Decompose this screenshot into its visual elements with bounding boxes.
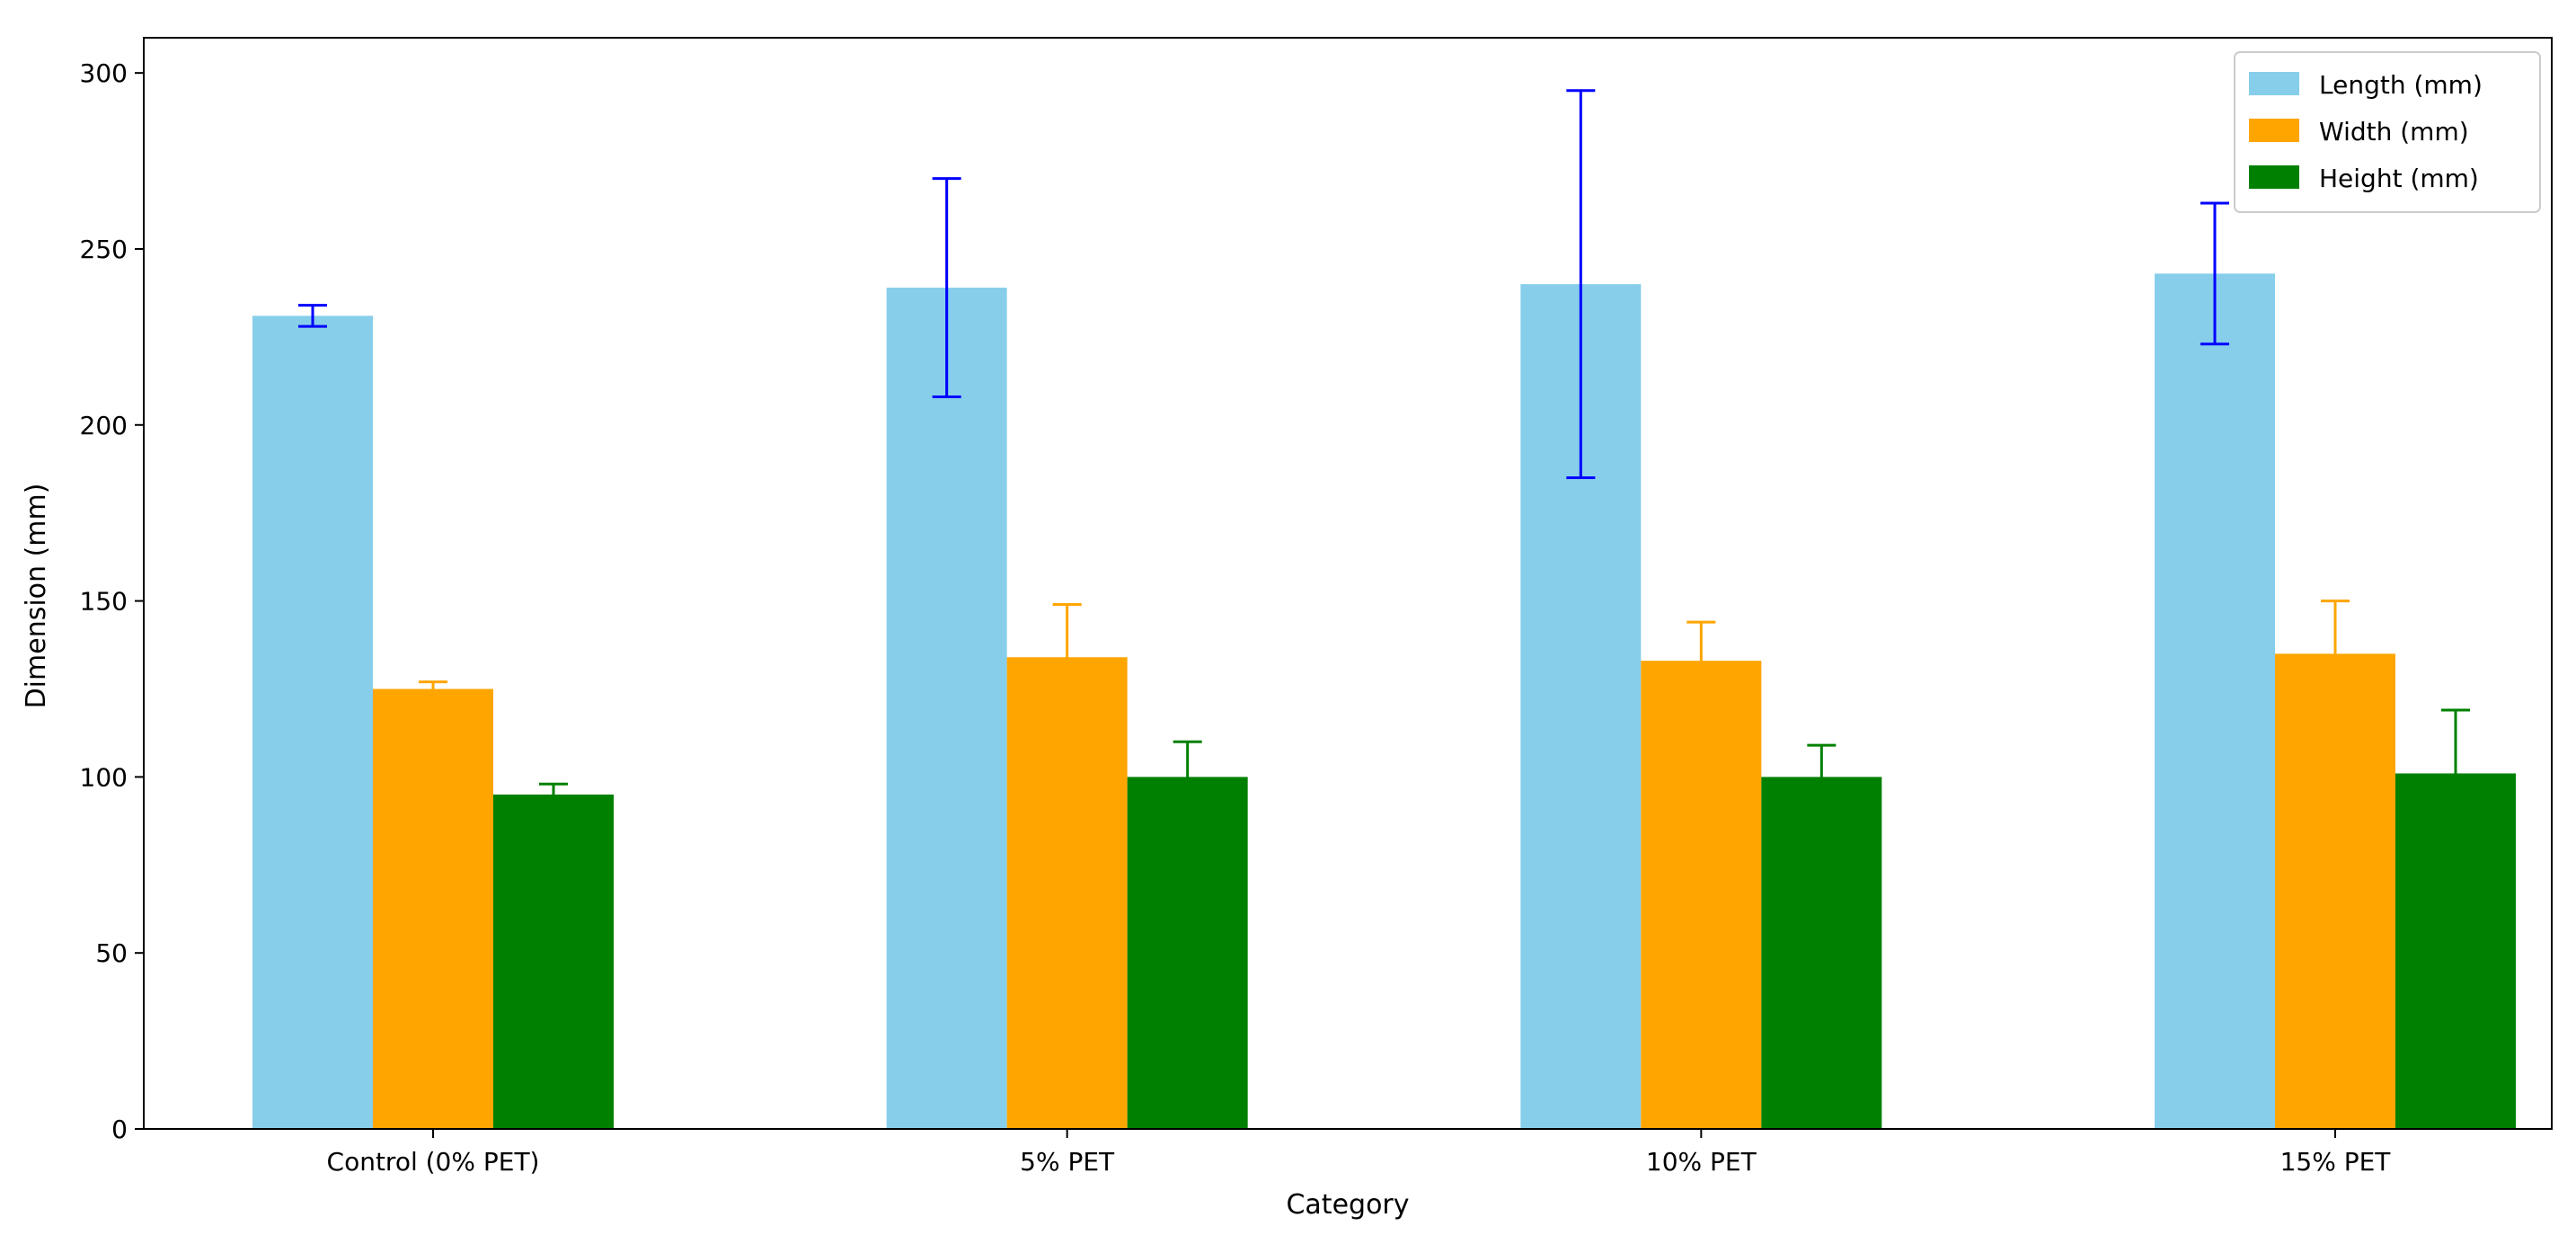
- y-tick-label: 250: [80, 235, 128, 264]
- bar-length-1: [886, 288, 1007, 1129]
- y-tick-label: 150: [80, 587, 128, 617]
- y-tick-label: 300: [80, 58, 128, 88]
- plot-area: [252, 89, 2516, 1130]
- bar-length-3: [2155, 273, 2275, 1130]
- bar-length-0: [252, 315, 373, 1129]
- x-tick-label: 15% PET: [2280, 1147, 2392, 1177]
- legend-label: Height (mm): [2319, 164, 2479, 193]
- y-tick-label: 50: [95, 938, 128, 968]
- bar-height-2: [1761, 777, 1882, 1129]
- bar-width-3: [2275, 653, 2395, 1129]
- y-tick-label: 100: [80, 762, 128, 792]
- x-tick-label: 10% PET: [1646, 1147, 1757, 1177]
- y-axis: 0 50 100 150 200 250 300: [80, 58, 144, 1144]
- bar-width-0: [373, 689, 493, 1129]
- plot-frame: [143, 37, 2553, 1130]
- y-tick-label: 0: [111, 1115, 128, 1144]
- bar-height-0: [493, 794, 614, 1129]
- legend-swatch: [2249, 72, 2299, 95]
- bar-width-1: [1006, 657, 1128, 1129]
- x-axis: Control (0% PET) 5% PET 10% PET 15% PET: [327, 1129, 2392, 1177]
- bar-width-2: [1641, 661, 1762, 1129]
- legend-swatch: [2249, 119, 2299, 142]
- legend-frame: [2234, 51, 2541, 213]
- legend-label: Width (mm): [2319, 117, 2469, 147]
- y-tick-label: 200: [80, 411, 128, 440]
- legend-swatch: [2249, 165, 2299, 189]
- x-tick-label: Control (0% PET): [327, 1147, 540, 1177]
- x-axis-label: Category: [1286, 1189, 1409, 1221]
- legend-label: Length (mm): [2319, 70, 2483, 100]
- legend: Length (mm) Width (mm) Height (mm): [2234, 51, 2541, 213]
- bar-height-1: [1127, 777, 1248, 1129]
- y-axis-label: Dimension (mm): [21, 484, 52, 709]
- x-tick-label: 5% PET: [1020, 1147, 1115, 1177]
